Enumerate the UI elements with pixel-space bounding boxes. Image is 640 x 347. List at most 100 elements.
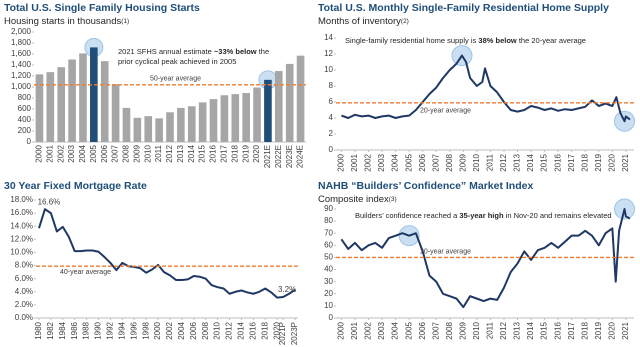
x-tick-label: 2004: [391, 153, 400, 171]
y-tick-label: 0.0%: [15, 313, 33, 322]
annotation-part: 2021 SFHS annual estimate: [118, 47, 214, 56]
x-tick-label: 2002: [364, 153, 373, 171]
bar: [90, 47, 98, 142]
chart-title: Total U.S. Monthly Single-Family Residen…: [318, 2, 609, 14]
x-tick-label: 2013: [176, 144, 185, 162]
x-tick-label: 2021E: [263, 145, 272, 168]
bar: [285, 63, 294, 142]
y-tick-label: 600: [18, 104, 32, 113]
x-tick-label: 2001: [350, 321, 359, 339]
annotation-part: Builders’ confidence reached a: [355, 211, 459, 220]
x-tick-label: 2004: [78, 144, 87, 162]
footnote: (3): [389, 196, 397, 203]
y-tick-label: 2.0%: [15, 300, 33, 309]
line: [38, 208, 296, 299]
y-tick-label: 40: [324, 265, 333, 274]
x-tick-label: 2009: [458, 321, 467, 339]
y-tick-label: 800: [18, 93, 32, 102]
x-tick-label: 2010: [472, 153, 481, 171]
subtitle-text: Housing starts in thousands: [4, 16, 121, 27]
y-tick-label: 60: [324, 240, 333, 249]
x-tick-label: 2014: [526, 153, 535, 171]
x-tick-label: 2012: [499, 321, 508, 339]
x-tick-label: 2002: [56, 144, 65, 162]
x-tick-label: 1986: [70, 321, 79, 339]
x-tick-label: 2016: [553, 153, 562, 171]
x-tick-label: 2020: [272, 321, 281, 339]
x-tick-label: 2006: [418, 153, 427, 171]
bar: [253, 87, 261, 142]
x-tick-label: 2008: [445, 153, 454, 171]
x-tick-label: 2010: [213, 321, 222, 339]
x-tick-label: 2023E: [285, 145, 294, 168]
x-tick-label: 2014: [187, 144, 196, 162]
annotation-part: in Nov-20 and remains elevated: [504, 211, 612, 220]
y-tick-label: 90: [324, 204, 333, 213]
bar: [57, 67, 66, 142]
bar: [274, 71, 283, 142]
annotation-part: prior cyclical peak achieved in 2005: [118, 57, 236, 66]
x-tick-label: 2021: [621, 153, 630, 171]
x-tick-label: 2006: [418, 321, 427, 339]
y-tick-label: 1,600: [11, 49, 32, 58]
average-label: 40-year average: [60, 269, 111, 276]
x-tick-label: 2001: [350, 153, 359, 171]
bar: [144, 116, 153, 142]
x-tick-label: 2011: [154, 144, 163, 162]
footnote: (1): [121, 18, 129, 25]
x-tick-label: 2020: [252, 144, 261, 162]
x-tick-label: 2003: [67, 144, 76, 162]
x-tick-label: 2016: [248, 321, 257, 339]
bar: [68, 59, 76, 142]
x-tick-label: 2015: [540, 321, 549, 339]
y-tick-label: 8.0%: [15, 261, 33, 270]
x-tick-label: 2000: [337, 153, 346, 171]
chart-subtitle: Housing starts in thousands(1): [4, 16, 129, 27]
x-tick-label: 2009: [458, 153, 467, 171]
x-tick-label: 2002: [364, 321, 373, 339]
annotation-part: the 20-year average: [517, 36, 586, 45]
x-tick-label: 2004: [177, 321, 186, 339]
chart-title: NAHB “Builders’ Confidence” Market Index: [318, 180, 533, 192]
x-tick-label: 2024E: [296, 145, 305, 168]
bar: [220, 95, 229, 142]
y-tick-label: 70: [324, 228, 333, 237]
y-tick-label: 4.0%: [15, 287, 33, 296]
bar: [198, 102, 207, 142]
x-tick-label: 2018: [580, 153, 589, 171]
x-tick-label: 2007: [431, 153, 440, 171]
y-tick-label: 6: [329, 97, 334, 106]
y-tick-label: 400: [18, 115, 32, 124]
bar: [155, 118, 163, 142]
x-tick-label: 2021: [621, 321, 630, 339]
x-tick-label: 2003: [377, 153, 386, 171]
x-tick-label: 2002: [165, 321, 174, 339]
x-tick-label: 2020: [607, 321, 616, 339]
bar: [166, 112, 174, 142]
x-tick-label: 1990: [94, 321, 103, 339]
bar: [296, 55, 305, 142]
x-tick-label: 2015: [198, 144, 207, 162]
x-tick-label: 2018: [230, 144, 239, 162]
x-tick-label: 2010: [143, 144, 152, 162]
x-tick-label: 2018: [580, 321, 589, 339]
y-tick-label: 18.0%: [10, 195, 33, 204]
y-tick-label: 10: [324, 65, 333, 74]
y-tick-label: 10.0%: [10, 248, 33, 257]
y-tick-label: 10: [324, 301, 333, 310]
x-tick-label: 2009: [132, 144, 141, 162]
y-tick-label: 6.0%: [15, 274, 33, 283]
value-label: 3.2%: [278, 285, 296, 294]
y-tick-label: 14.0%: [10, 221, 33, 230]
x-tick-label: 1984: [58, 321, 67, 339]
annotation-part: 35-year high: [459, 211, 504, 220]
y-tick-label: 20: [324, 289, 333, 298]
y-tick-label: 50: [324, 253, 333, 262]
bar: [187, 106, 196, 142]
y-tick-label: 1,000: [11, 82, 32, 91]
x-tick-label: 2016: [209, 144, 218, 162]
x-tick-label: 2008: [201, 321, 210, 339]
x-tick-label: 2004: [391, 321, 400, 339]
bar: [79, 53, 87, 143]
chart-subtitle: Composite index(3): [318, 194, 397, 205]
